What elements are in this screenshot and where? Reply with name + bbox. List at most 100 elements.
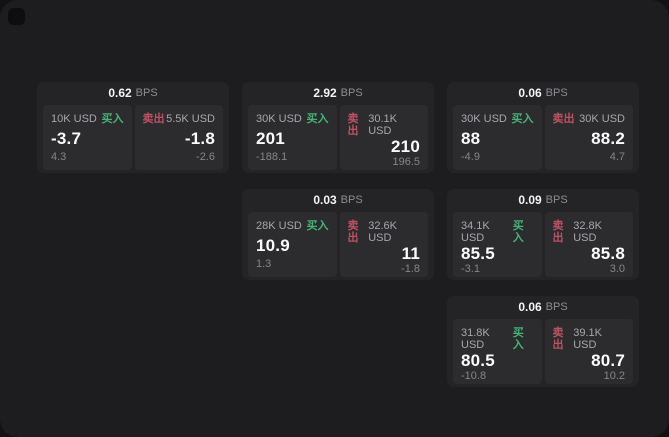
quote-top-row: 34.1K USD 买入 [461, 220, 534, 244]
spread-header: 0.62 BPS [43, 82, 223, 105]
sell-label: 卖出 [347, 113, 359, 137]
buy-quote-panel[interactable]: 31.8K USD 买入 80.5 -10.8 [453, 319, 542, 384]
sell-size: 30K USD [579, 113, 625, 125]
spread-value: 2.92 [313, 86, 337, 100]
quote-panels: 30K USD 买入 88 -4.9 卖出 30K USD 88.2 4.7 [453, 105, 633, 170]
quote-top-row: 卖出 39.1K USD [553, 327, 626, 351]
sell-price: 80.7 [591, 351, 625, 370]
sell-quote-panel[interactable]: 卖出 39.1K USD 80.7 10.2 [544, 319, 633, 384]
sell-quote-panel[interactable]: 卖出 30K USD 88.2 4.7 [544, 105, 633, 170]
quote-top-row: 28K USD 买入 [256, 220, 329, 232]
quote-panels: 34.1K USD 买入 85.5 -3.1 卖出 32.8K USD 85.8… [453, 212, 633, 277]
spread-header: 0.06 BPS [453, 82, 633, 105]
spread-value: 0.09 [518, 193, 542, 207]
sell-size: 30.1K USD [368, 113, 397, 137]
spread-header: 0.03 BPS [248, 189, 428, 212]
quote-top-row: 卖出 30K USD [553, 113, 626, 125]
sell-delta: 3.0 [609, 263, 625, 275]
buy-label: 买入 [306, 113, 329, 125]
buy-quote-panel[interactable]: 30K USD 买入 88 -4.9 [453, 105, 542, 170]
spread-card: 0.03 BPS 28K USD 买入 10.9 1.3 卖出 32.6K US… [242, 189, 434, 280]
quote-top-row: 31.8K USD 买入 [461, 327, 534, 351]
sell-label: 卖出 [552, 113, 575, 125]
spread-card: 0.06 BPS 31.8K USD 买入 80.5 -10.8 卖出 39.1… [447, 296, 639, 387]
sell-delta: 196.5 [392, 156, 420, 168]
buy-label: 买入 [511, 113, 534, 125]
buy-size: 10K USD [51, 113, 97, 125]
spread-value: 0.06 [518, 300, 542, 314]
sell-size: 32.6K USD [368, 220, 397, 244]
bps-label: BPS [340, 87, 363, 99]
sell-quote-panel[interactable]: 卖出 5.5K USD -1.8 -2.6 [134, 105, 223, 170]
sell-delta: -1.8 [401, 263, 420, 275]
sell-quote-panel[interactable]: 卖出 32.8K USD 85.8 3.0 [544, 212, 633, 277]
buy-delta: 1.3 [256, 258, 272, 270]
bps-label: BPS [135, 87, 158, 99]
buy-delta: -3.1 [461, 263, 480, 275]
sell-size: 5.5K USD [166, 113, 215, 125]
buy-size: 31.8K USD [461, 327, 490, 351]
buy-price: 88 [461, 128, 481, 148]
quote-panels: 28K USD 买入 10.9 1.3 卖出 32.6K USD 11 -1.8 [248, 212, 428, 277]
sell-delta: 10.2 [603, 370, 625, 382]
buy-label: 买入 [512, 220, 524, 244]
sell-delta: -2.6 [196, 151, 215, 163]
buy-label: 买入 [101, 113, 124, 125]
spread-value: 0.06 [518, 86, 542, 100]
buy-price: 201 [256, 128, 285, 148]
buy-size: 34.1K USD [461, 220, 490, 244]
quote-panels: 30K USD 买入 201 -188.1 卖出 30.1K USD 210 1… [248, 105, 428, 170]
buy-delta: -4.9 [461, 151, 480, 163]
spread-card: 2.92 BPS 30K USD 买入 201 -188.1 卖出 30.1K … [242, 82, 434, 173]
sell-price: -1.8 [184, 128, 215, 148]
sell-label: 卖出 [552, 220, 564, 244]
app-icon[interactable] [8, 8, 25, 25]
buy-label: 买入 [306, 220, 329, 232]
sell-price: 210 [391, 137, 420, 156]
spread-value: 0.03 [313, 193, 337, 207]
buy-price: 80.5 [461, 351, 495, 370]
buy-quote-panel[interactable]: 30K USD 买入 201 -188.1 [248, 105, 337, 170]
sell-quote-panel[interactable]: 卖出 32.6K USD 11 -1.8 [339, 212, 428, 277]
buy-quote-panel[interactable]: 10K USD 买入 -3.7 4.3 [43, 105, 132, 170]
buy-size: 30K USD [256, 113, 302, 125]
buy-price: 85.5 [461, 244, 495, 263]
sell-label: 卖出 [142, 113, 165, 125]
buy-delta: -188.1 [256, 151, 288, 163]
sell-quote-panel[interactable]: 卖出 30.1K USD 210 196.5 [339, 105, 428, 170]
quote-top-row: 10K USD 买入 [51, 113, 124, 125]
spread-card: 0.09 BPS 34.1K USD 买入 85.5 -3.1 卖出 32.8K… [447, 189, 639, 280]
spread-header: 0.09 BPS [453, 189, 633, 212]
sell-size: 32.8K USD [573, 220, 602, 244]
quote-top-row: 卖出 5.5K USD [143, 113, 216, 125]
buy-label: 买入 [512, 327, 524, 351]
buy-price: -3.7 [51, 128, 82, 148]
spread-card: 0.06 BPS 30K USD 买入 88 -4.9 卖出 30K USD 8… [447, 82, 639, 173]
spread-header: 0.06 BPS [453, 296, 633, 319]
spread-card: 0.62 BPS 10K USD 买入 -3.7 4.3 卖出 5.5K USD… [37, 82, 229, 173]
buy-quote-panel[interactable]: 28K USD 买入 10.9 1.3 [248, 212, 337, 277]
sell-delta: 4.7 [609, 151, 625, 163]
buy-delta: -10.8 [461, 370, 487, 382]
buy-delta: 4.3 [51, 151, 67, 163]
quote-top-row: 30K USD 买入 [461, 113, 534, 125]
quote-panels: 31.8K USD 买入 80.5 -10.8 卖出 39.1K USD 80.… [453, 319, 633, 384]
buy-quote-panel[interactable]: 34.1K USD 买入 85.5 -3.1 [453, 212, 542, 277]
spread-header: 2.92 BPS [248, 82, 428, 105]
sell-label: 卖出 [552, 327, 564, 351]
quote-top-row: 卖出 32.8K USD [553, 220, 626, 244]
quote-top-row: 30K USD 买入 [256, 113, 329, 125]
quote-panels: 10K USD 买入 -3.7 4.3 卖出 5.5K USD -1.8 -2.… [43, 105, 223, 170]
buy-size: 28K USD [256, 220, 302, 232]
quote-top-row: 卖出 30.1K USD [348, 113, 421, 137]
sell-label: 卖出 [347, 220, 359, 244]
sell-size: 39.1K USD [573, 327, 602, 351]
buy-size: 30K USD [461, 113, 507, 125]
bps-label: BPS [545, 194, 568, 206]
buy-price: 10.9 [256, 235, 290, 255]
quote-top-row: 卖出 32.6K USD [348, 220, 421, 244]
sell-price: 11 [401, 244, 420, 263]
sell-price: 85.8 [591, 244, 625, 263]
bps-label: BPS [340, 194, 363, 206]
bps-label: BPS [545, 301, 568, 313]
